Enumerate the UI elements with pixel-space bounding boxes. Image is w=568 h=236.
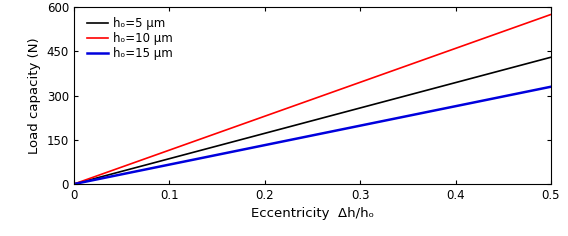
hₒ=15 μm — [70, 183, 77, 185]
hₒ=10 μm — [329, 91, 336, 94]
hₒ=10 μm — [536, 17, 543, 20]
Line: hₒ=15 μm: hₒ=15 μm — [74, 87, 551, 184]
hₒ=15 μm — [461, 103, 468, 106]
hₒ=5 μm — [297, 122, 304, 125]
Legend: hₒ=5 μm, hₒ=10 μm, hₒ=15 μm: hₒ=5 μm, hₒ=10 μm, hₒ=15 μm — [85, 15, 175, 62]
hₒ=5 μm — [536, 59, 543, 62]
hₒ=15 μm — [536, 88, 543, 90]
hₒ=10 μm — [70, 183, 77, 185]
hₒ=15 μm — [329, 130, 336, 133]
hₒ=5 μm — [300, 122, 307, 124]
hₒ=10 μm — [354, 82, 361, 84]
Line: hₒ=10 μm: hₒ=10 μm — [74, 14, 551, 184]
X-axis label: Eccentricity  Δh/hₒ: Eccentricity Δh/hₒ — [251, 207, 374, 220]
hₒ=15 μm — [354, 125, 361, 127]
hₒ=15 μm — [300, 136, 307, 139]
Line: hₒ=5 μm: hₒ=5 μm — [74, 57, 551, 184]
hₒ=15 μm — [548, 85, 554, 88]
hₒ=10 μm — [297, 102, 304, 105]
hₒ=5 μm — [329, 114, 336, 117]
Y-axis label: Load capacity (N): Load capacity (N) — [28, 37, 41, 154]
hₒ=10 μm — [548, 13, 554, 16]
hₒ=5 μm — [548, 56, 554, 59]
hₒ=5 μm — [70, 183, 77, 185]
hₒ=5 μm — [354, 107, 361, 110]
hₒ=15 μm — [297, 136, 304, 139]
hₒ=10 μm — [300, 101, 307, 104]
hₒ=10 μm — [461, 44, 468, 46]
hₒ=5 μm — [461, 79, 468, 81]
